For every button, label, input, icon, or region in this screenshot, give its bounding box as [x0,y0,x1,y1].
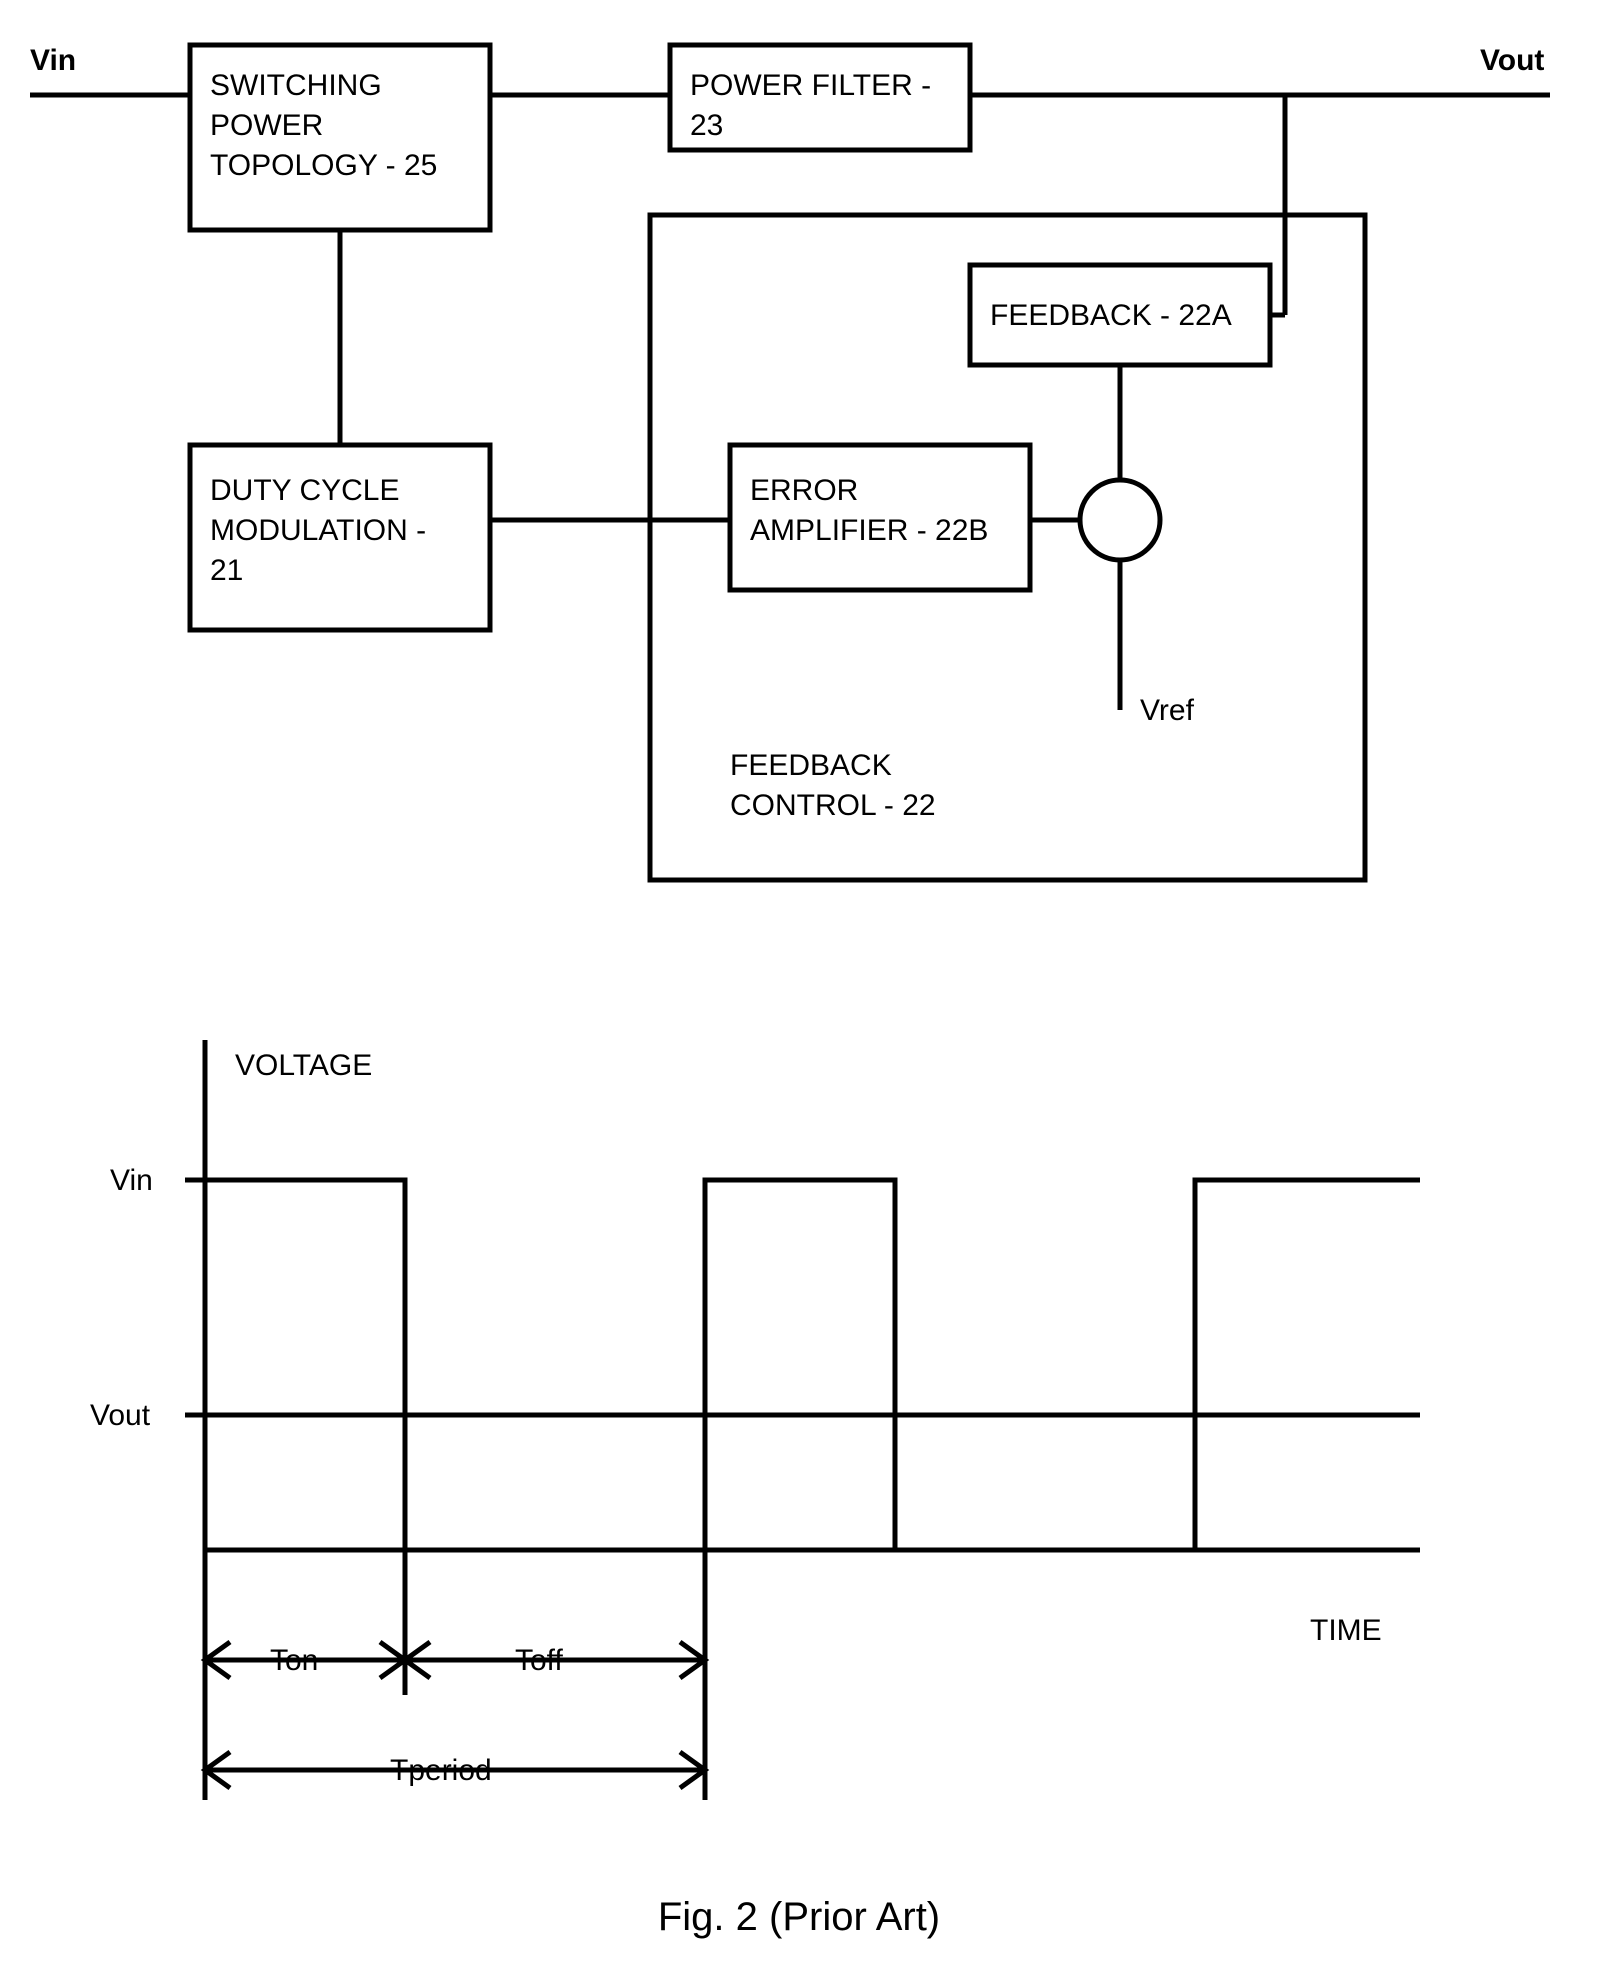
duty-block-line1: DUTY CYCLE [210,474,400,507]
vref-label: Vref [1140,694,1195,727]
timing-diagram: VOLTAGE TIME Vin Vout Ton Toff [90,1040,1420,1800]
time-axis-label: TIME [1310,1614,1382,1647]
toff-label: Toff [515,1644,563,1677]
tperiod-label: Tperiod [390,1754,492,1787]
vin-label: Vin [30,44,76,77]
block-diagram: Vin SWITCHING POWER TOPOLOGY - 25 POWER … [30,44,1550,880]
filter-block-line1: POWER FILTER - [690,69,931,102]
ton-label: Ton [270,1644,318,1677]
summer-node [1080,480,1160,560]
feedback-control-line1: FEEDBACK [730,749,892,782]
filter-block-line2: 23 [690,109,723,142]
square-wave [205,1180,1420,1550]
switching-block-line2: POWER [210,109,323,142]
feedback-a-line1: FEEDBACK - 22A [990,299,1232,332]
figure-caption: Fig. 2 (Prior Art) [658,1895,940,1939]
switching-block-line3: TOPOLOGY - 25 [210,149,437,182]
error-amp-line2: AMPLIFIER - 22B [750,514,988,547]
switching-block-line1: SWITCHING [210,69,382,102]
error-amp-line1: ERROR [750,474,858,507]
voltage-axis-label: VOLTAGE [235,1049,372,1082]
duty-block-line2: MODULATION - [210,514,426,547]
duty-block-line3: 21 [210,554,243,587]
vout-level-label: Vout [90,1399,151,1432]
vin-level-label: Vin [110,1164,153,1197]
vout-label: Vout [1480,44,1544,77]
feedback-control-line2: CONTROL - 22 [730,789,936,822]
